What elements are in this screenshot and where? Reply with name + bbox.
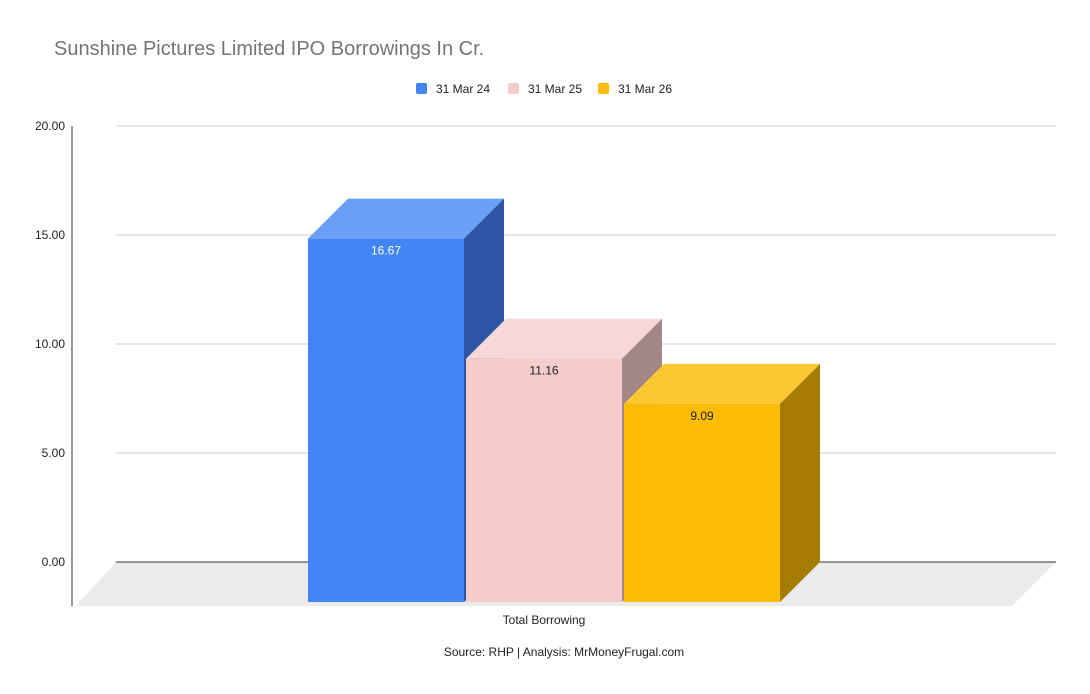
- bar-front-face: [466, 358, 622, 602]
- bars: 16.67 11.16 9.09: [308, 198, 820, 602]
- legend-swatch: [598, 83, 609, 94]
- source-note: Source: RHP | Analysis: MrMoneyFrugal.co…: [444, 645, 684, 659]
- legend-item-3: 31 Mar 26: [598, 82, 672, 96]
- legend-item-2: 31 Mar 25: [508, 82, 582, 96]
- bar-top-face: [624, 363, 820, 404]
- y-tick-label: 5.00: [42, 446, 66, 460]
- y-tick-label: 15.00: [35, 228, 65, 242]
- legend: 31 Mar 24 31 Mar 25 31 Mar 26: [416, 82, 672, 96]
- y-axis: 0.00 5.00 10.00 15.00 20.00: [35, 119, 73, 606]
- legend-label: 31 Mar 24: [436, 82, 490, 96]
- legend-swatch: [416, 83, 427, 94]
- data-label: 11.16: [529, 364, 558, 378]
- legend-label: 31 Mar 26: [618, 82, 672, 96]
- data-label: 16.67: [371, 244, 401, 258]
- bar-top-face: [466, 318, 662, 359]
- bar-side-face: [780, 363, 820, 602]
- y-tick-label: 0.00: [42, 555, 66, 569]
- bar-front-face: [624, 403, 780, 602]
- bar-3: 9.09: [624, 363, 820, 602]
- y-tick-label: 10.00: [35, 337, 65, 351]
- x-category-label: Total Borrowing: [503, 613, 586, 627]
- data-label: 9.09: [690, 409, 714, 423]
- bar-top-face: [308, 198, 504, 239]
- legend-label: 31 Mar 25: [528, 82, 582, 96]
- bar-front-face: [308, 238, 464, 602]
- legend-item-1: 31 Mar 24: [416, 82, 490, 96]
- legend-swatch: [508, 83, 519, 94]
- chart-title: Sunshine Pictures Limited IPO Borrowings…: [54, 38, 484, 60]
- y-tick-label: 20.00: [35, 119, 65, 133]
